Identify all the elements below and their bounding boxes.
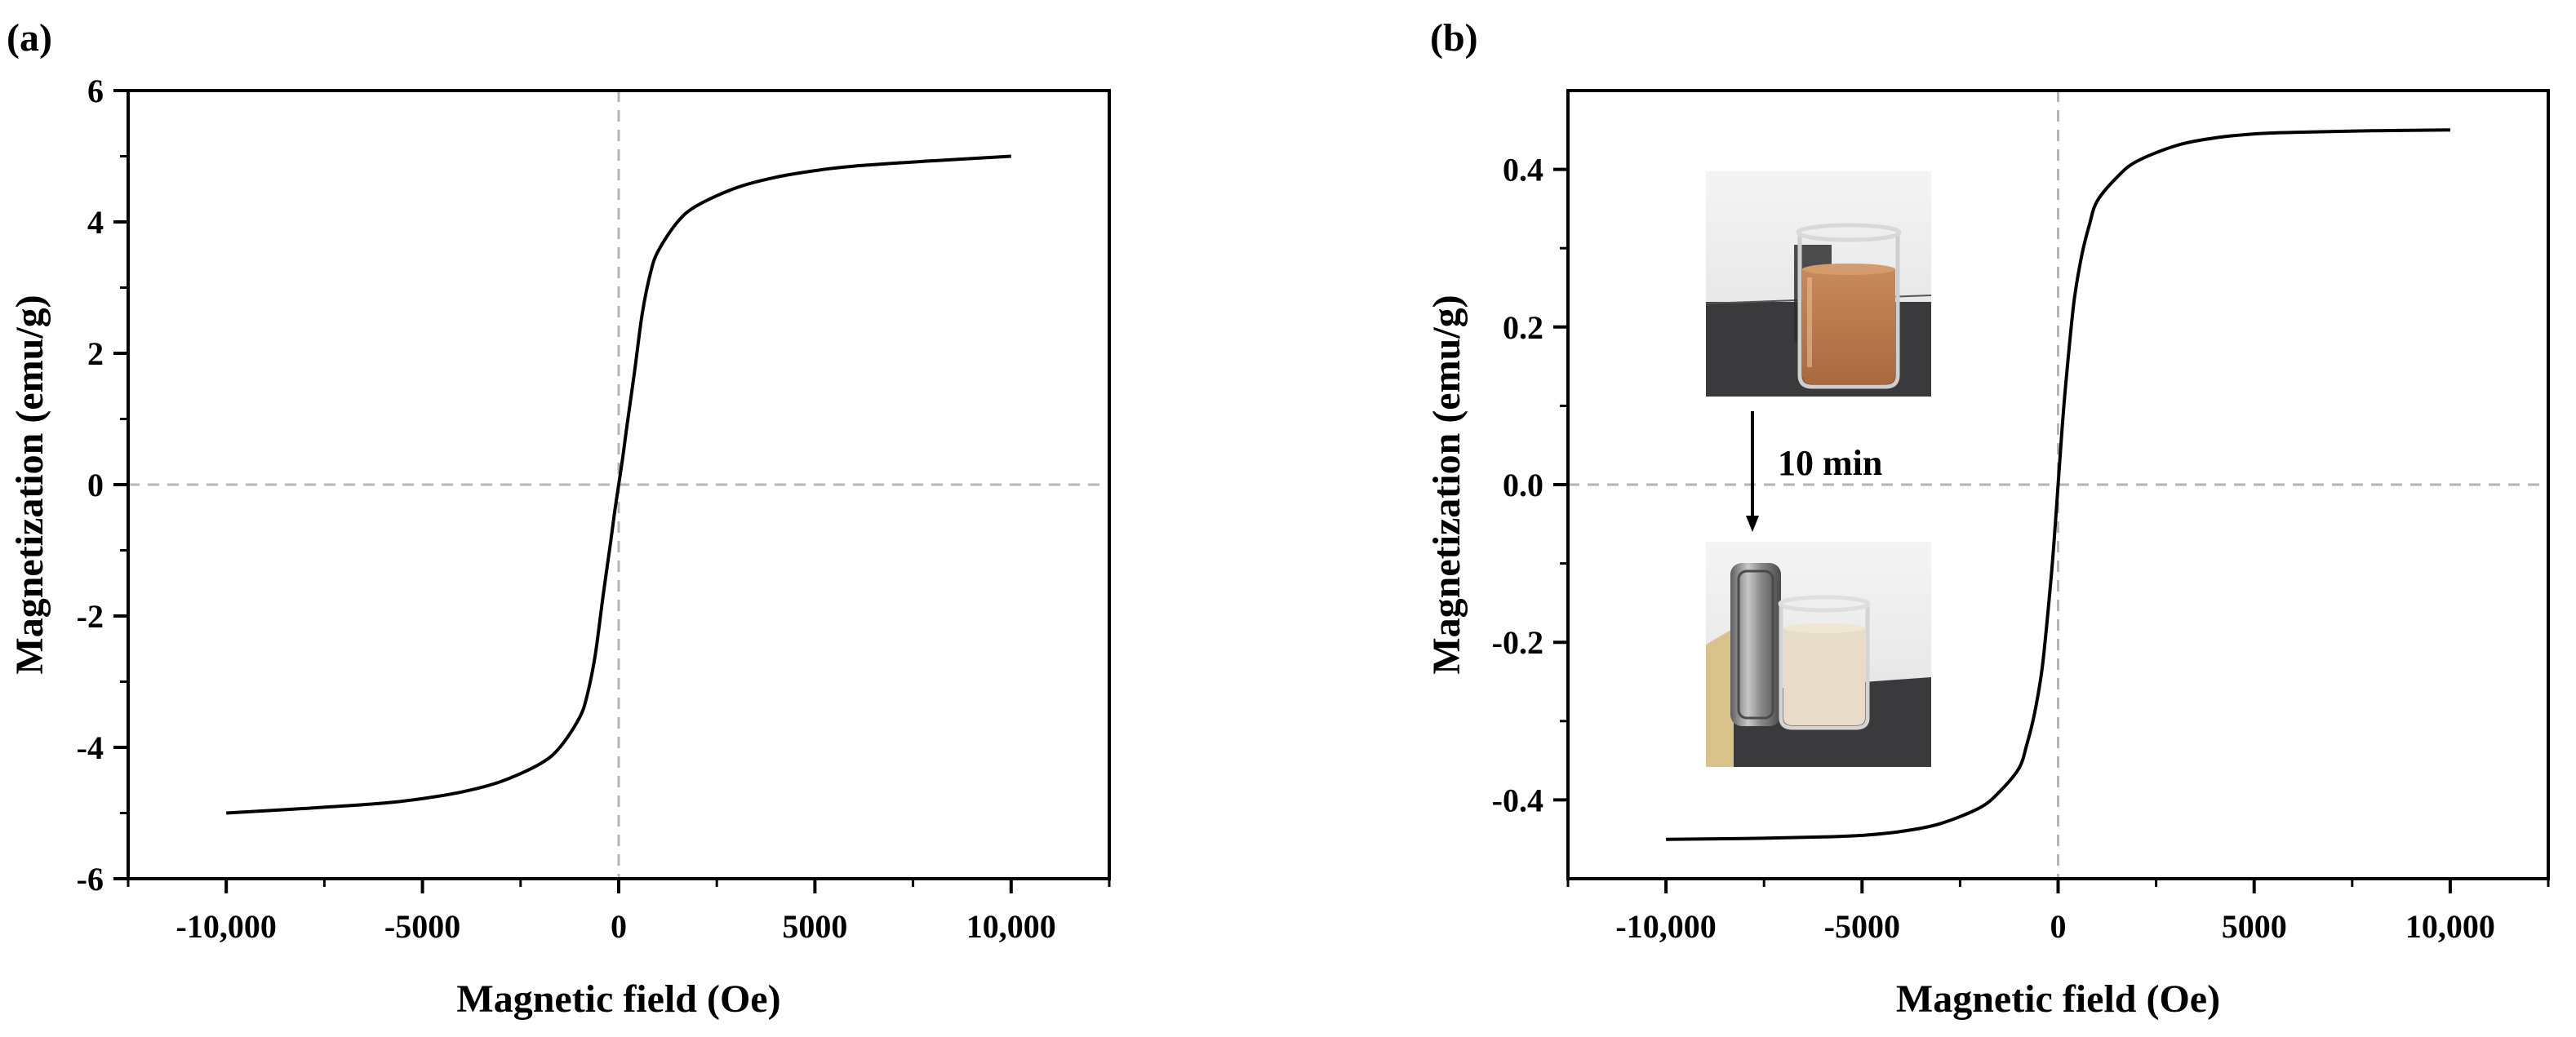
panel-b-y-tick-label: -0.4 (1492, 782, 1543, 818)
inset-time-label: 10 min (1778, 443, 1882, 483)
panel-b-label: (b) (1430, 16, 1478, 60)
panel-b-x-tick-label: -10,000 (1615, 908, 1716, 945)
panel-b-x-tick-label: 5000 (2222, 908, 2287, 945)
panel-a-y-tick-label: -4 (77, 729, 104, 766)
panel-a-y-tick-label: 6 (87, 73, 104, 109)
panel-b: -10,000 -5000 0 5000 10,000 -0.4 -0.2 0.0 0.2 0.4… (1425, 89, 2550, 1021)
panel-b-x-tick-label: -5000 (1824, 908, 1900, 945)
panel-a-x-axis-title: Magnetic field (Oe) (456, 977, 780, 1021)
panel-b-y-tick-label: 0.2 (1503, 309, 1543, 346)
panel-a-x-tick-label: 5000 (782, 908, 847, 945)
panel-a-x-tick-label: -5000 (384, 908, 460, 945)
panel-a-y-tick-label: 2 (87, 335, 104, 372)
panel-b-y-tick-label: 0.4 (1503, 152, 1543, 188)
panel-a-series-line (226, 154, 1011, 815)
inset-photo-before (1705, 171, 1932, 397)
panel-b-x-tick-label: 0 (2050, 908, 2067, 945)
panel-b-x-tick-label: 10,000 (2405, 908, 2495, 945)
panel-a-y-tick-label: 4 (87, 204, 104, 241)
panel-b-series-line (1666, 128, 2450, 841)
panel-b-y-tick-label: -0.2 (1492, 624, 1543, 661)
panel-b-y-axis-title: Magnetization (emu/g) (1425, 295, 1468, 674)
panel-a-x-tick-label: 0 (611, 908, 627, 945)
panel-a-label: (a) (7, 16, 52, 60)
panel-a-x-tick-label: -10,000 (176, 908, 277, 945)
panel-b-y-tick-label: 0.0 (1503, 467, 1543, 503)
panel-a-y-tick-label: -2 (77, 598, 104, 635)
panel-a-x-tick-label: 10,000 (966, 908, 1056, 945)
panel-a: -10,000 -5000 0 5000 10,000 -6 -4 -2 0 2 4 6 Magneti… (8, 73, 1111, 1021)
inset-group: 10 min (1705, 171, 1932, 767)
panel-a-y-tick-label: -6 (77, 861, 104, 897)
panel-a-y-axis-title: Magnetization (emu/g) (8, 295, 51, 674)
panel-a-y-tick-label: 0 (87, 467, 104, 503)
inset-photo-after (1706, 542, 1931, 767)
panel-b-x-axis-title: Magnetic field (Oe) (1896, 977, 2220, 1021)
